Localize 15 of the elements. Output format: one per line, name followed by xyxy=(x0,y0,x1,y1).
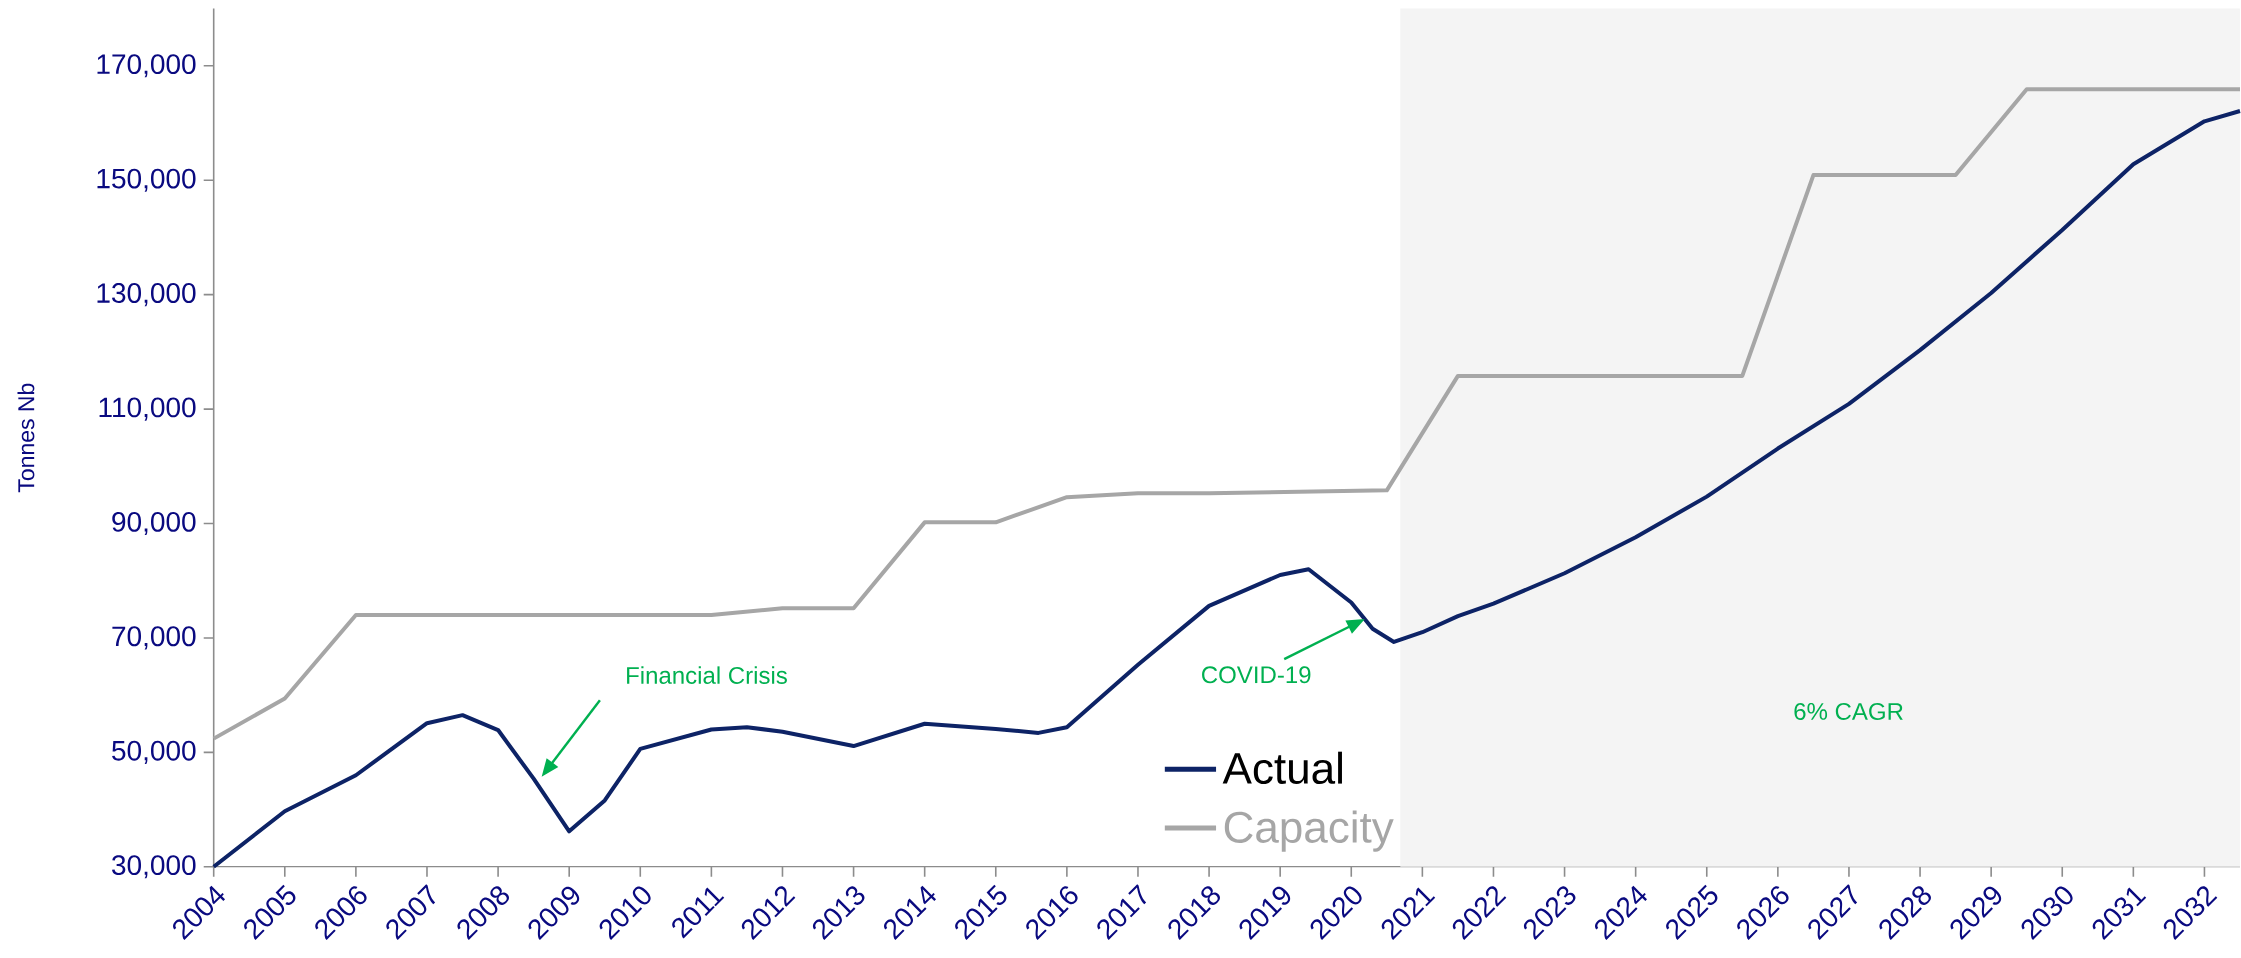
y-tick-label: 70,000 xyxy=(112,626,196,650)
y-tick-label: 110,000 xyxy=(99,397,196,421)
legend-label: Actual xyxy=(1222,751,1342,784)
y-tick-label: 30,000 xyxy=(112,854,196,879)
y-axis-title: Tonnes Nb xyxy=(17,383,35,492)
y-tick-label: 90,000 xyxy=(112,511,196,535)
y-tick-label: 170,000 xyxy=(97,54,196,78)
legend-label: Capacity xyxy=(1224,810,1394,852)
annotation: 6% CAGR xyxy=(1794,702,1903,720)
y-tick-label: 50,000 xyxy=(112,740,196,764)
y-tick-label: 130,000 xyxy=(97,282,196,307)
annotation: COVID-19 xyxy=(1202,666,1311,684)
y-tick-label: 150,000 xyxy=(97,168,196,192)
annotation: Financial Crisis xyxy=(627,666,787,684)
line-series xyxy=(211,87,2241,741)
